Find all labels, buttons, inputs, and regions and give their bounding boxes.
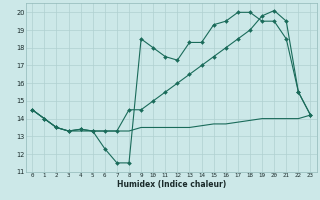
X-axis label: Humidex (Indice chaleur): Humidex (Indice chaleur): [117, 180, 226, 189]
